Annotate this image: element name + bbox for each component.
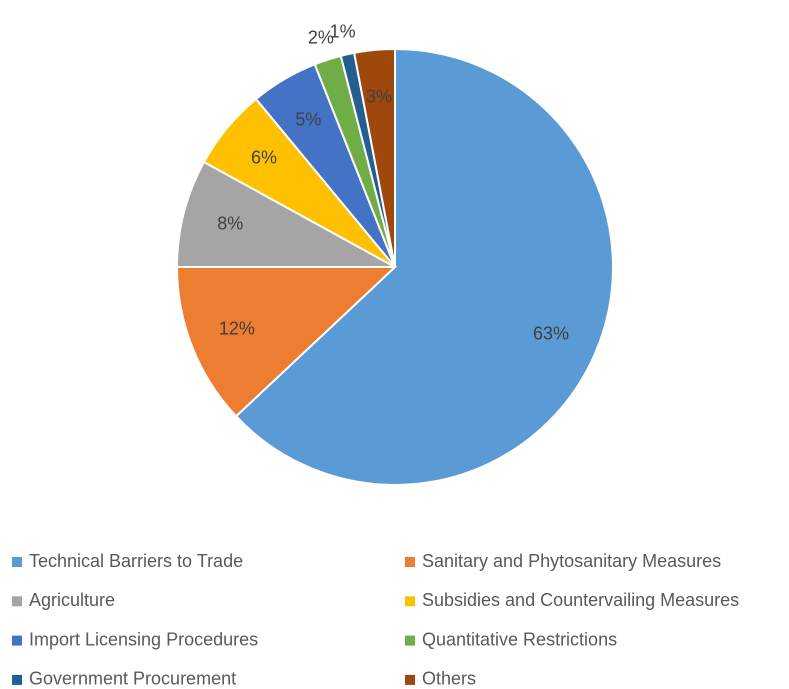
legend-swatch: [12, 674, 22, 685]
data-label: 6%: [251, 147, 277, 167]
legend-label: Subsidies and Countervailing Measures: [422, 590, 739, 610]
legend-swatch: [405, 635, 415, 646]
data-label: 2%: [308, 28, 334, 48]
legend-swatch: [12, 635, 22, 646]
legend-label: Agriculture: [29, 590, 115, 610]
legend-label: Import Licensing Procedures: [29, 629, 258, 649]
data-label: 63%: [533, 323, 569, 343]
legend-label: Others: [422, 669, 476, 689]
legend-label: Quantitative Restrictions: [422, 629, 617, 649]
data-label: 1%: [330, 22, 356, 42]
data-label: 8%: [217, 213, 243, 233]
legend-swatch: [405, 596, 415, 607]
data-label: 5%: [295, 109, 321, 129]
pie-slice: [234, 47, 614, 486]
legend-swatch: [12, 557, 22, 567]
pie-slice: [175, 266, 398, 418]
data-label: 12%: [219, 318, 255, 338]
legend-swatch: [405, 674, 415, 685]
legend-swatch: [405, 557, 415, 567]
pie-slice: [175, 160, 396, 268]
legend-swatch: [12, 596, 22, 607]
legend-label: Technical Barriers to Trade: [29, 551, 243, 571]
data-label: 3%: [366, 86, 392, 106]
pie-slice: [352, 47, 396, 268]
legend-label: Government Procurement: [29, 669, 236, 689]
legend-label: Sanitary and Phytosanitary Measures: [422, 551, 721, 571]
